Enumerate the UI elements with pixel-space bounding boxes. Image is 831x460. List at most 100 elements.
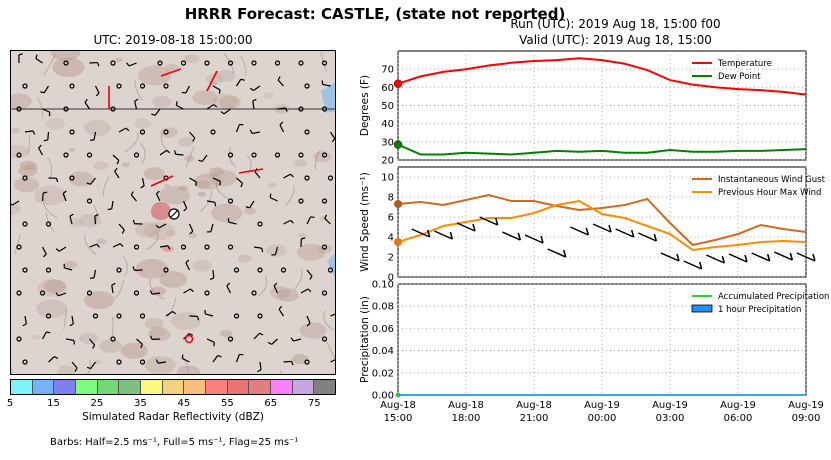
terrain-shade — [93, 161, 109, 171]
wind-barb-tick — [183, 207, 188, 212]
terrain-shade — [37, 278, 68, 297]
calm-wind-marker — [251, 290, 257, 296]
terrain-shade — [178, 136, 194, 147]
wind-barb-tick — [209, 277, 215, 281]
wind-barb — [223, 108, 231, 115]
calm-wind-marker — [45, 221, 52, 227]
wind-barb — [283, 360, 292, 363]
calm-wind-marker — [139, 313, 146, 319]
wind-barb-tick — [140, 185, 145, 189]
calm-wind-marker — [233, 313, 240, 319]
wind-barb-tick — [132, 266, 136, 271]
terrain-shade — [120, 342, 148, 359]
wind-barb — [660, 252, 680, 262]
wind-barb — [134, 101, 138, 110]
calm-wind-marker — [274, 152, 281, 158]
wind-barb-tick — [40, 91, 45, 94]
barb-legend-note: Barbs: Half=2.5 ms⁻¹, Full=5 ms⁻¹, Flag=… — [50, 437, 299, 448]
calm-wind-marker — [251, 60, 257, 66]
calm-wind-marker — [63, 60, 69, 66]
terrain-shade — [143, 167, 165, 180]
colorbar-swatch — [271, 380, 293, 394]
terrain-ridge — [140, 142, 146, 164]
terrain-shade — [263, 92, 275, 99]
wind-barb — [235, 78, 242, 87]
terrain-ridge — [43, 198, 58, 219]
wind-barb — [48, 356, 55, 363]
wind-barb-tick — [218, 89, 221, 94]
terrain-shade — [79, 214, 102, 228]
terrain-shade — [144, 221, 176, 241]
calm-wind-marker — [22, 267, 28, 273]
calm-wind-marker — [257, 221, 263, 227]
calm-wind-marker — [16, 152, 22, 158]
wind-barb — [111, 285, 114, 294]
terrain-shade — [148, 327, 171, 342]
terrain-shade — [197, 191, 207, 197]
wind-barb — [141, 177, 145, 186]
wind-barb-tick — [608, 224, 612, 233]
terrain-shade — [14, 177, 40, 193]
calm-wind-marker — [69, 83, 75, 89]
colorbar-tick-label: 65 — [264, 398, 278, 409]
calm-wind-marker — [257, 313, 263, 319]
series-start-point — [393, 140, 403, 149]
calm-wind-marker — [298, 60, 304, 66]
terrain-shade — [159, 270, 188, 288]
wind-barb-tick — [92, 344, 96, 349]
calm-wind-marker — [180, 244, 187, 250]
wind-barb-tick — [150, 335, 153, 340]
wind-barb — [41, 331, 47, 340]
wind-barb-tick — [279, 121, 284, 126]
wind-barb — [38, 147, 44, 156]
calm-wind-marker — [227, 152, 234, 158]
wind-barb-tick — [130, 191, 134, 196]
wind-barb-tick — [309, 275, 313, 280]
calm-wind-marker — [163, 267, 169, 273]
wind-barb — [212, 177, 221, 182]
wind-barb — [252, 131, 261, 135]
wind-barb-tick — [38, 144, 42, 149]
series-start-point — [393, 79, 403, 88]
wind-barb — [205, 313, 214, 317]
terrain-ridge — [86, 359, 92, 374]
wind-barb-tick — [174, 150, 177, 155]
wind-barb — [118, 223, 125, 231]
calm-wind-marker — [321, 336, 328, 342]
calm-wind-marker — [16, 244, 22, 250]
wind-barb-tick — [301, 237, 306, 240]
terrain-shade — [43, 279, 66, 294]
calm-wind-marker — [133, 290, 140, 296]
wind-barb-tick — [190, 288, 194, 293]
wind-barb — [638, 232, 657, 242]
wind-barb-tick — [175, 101, 178, 106]
calm-wind-marker — [22, 83, 28, 89]
wind-barb — [456, 222, 476, 232]
wind-barb — [111, 200, 114, 209]
calm-wind-marker — [116, 359, 122, 365]
wind-barb — [547, 248, 566, 258]
wind-barb — [434, 230, 453, 240]
x-tick-label: Aug-19 — [788, 400, 824, 411]
colorbar-swatch — [76, 380, 98, 394]
wind-barb — [279, 124, 285, 133]
calm-wind-marker — [321, 106, 328, 112]
y-tick-label: 70 — [381, 65, 394, 76]
terrain-ridge — [146, 229, 159, 251]
terrain-shade — [276, 288, 299, 302]
wind-barb-tick — [116, 160, 120, 165]
wind-barb — [300, 288, 309, 294]
calm-wind-marker — [227, 336, 234, 342]
wind-barb-tick — [494, 217, 499, 226]
wind-barb — [293, 338, 302, 342]
terrain-ridge — [186, 146, 195, 168]
wind-barb-tick — [185, 259, 190, 264]
calm-wind-marker — [116, 267, 122, 273]
colorbar-tick-label: 55 — [220, 398, 234, 409]
x-tick-label: Aug-18 — [516, 400, 552, 411]
calm-wind-marker — [16, 336, 22, 342]
y-tick-label: 0 — [388, 273, 394, 284]
wind-barb-tick — [18, 53, 23, 56]
wind-barb-tick — [226, 282, 231, 287]
calm-wind-marker — [298, 198, 304, 204]
